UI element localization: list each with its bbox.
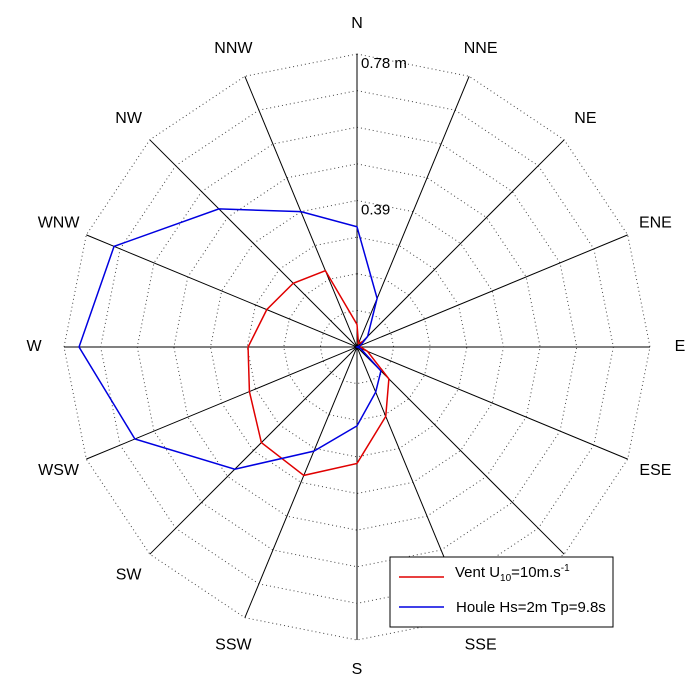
legend-label-houle: Houle Hs=2m Tp=9.8s <box>456 599 606 616</box>
direction-labels: NNNENEENEEESESESSESSSWSWWSWWWNWNWNNW <box>26 15 685 678</box>
legend-box <box>389 556 614 628</box>
direction-label-sse: SSE <box>465 637 497 654</box>
direction-label-wnw: WNW <box>38 215 81 232</box>
series-lines <box>78 208 390 477</box>
grid-ring <box>209 199 505 495</box>
grid-ring <box>173 163 541 531</box>
direction-label-nne: NNE <box>464 40 498 57</box>
series-line-1 <box>78 208 382 470</box>
legend: Vent U10=10m.s-1 Houle Hs=2m Tp=9.8s <box>389 556 614 628</box>
direction-label-nw: NW <box>115 110 143 127</box>
radial-tick-label-1: 0.39 <box>361 202 390 219</box>
direction-label-nnw: NNW <box>214 40 253 57</box>
direction-label-s: S <box>352 661 363 678</box>
legend-vent-superscript: -1 <box>561 563 570 574</box>
direction-label-ssw: SSW <box>215 637 252 654</box>
direction-label-n: N <box>351 15 363 32</box>
grid-ring <box>136 126 578 568</box>
direction-label-e: E <box>675 338 686 355</box>
legend-vent-subscript: 10 <box>500 573 512 584</box>
legend-vent-prefix: Vent U <box>455 564 500 581</box>
direction-label-wsw: WSW <box>38 462 80 479</box>
direction-label-ene: ENE <box>639 215 672 232</box>
direction-label-w: W <box>26 338 42 355</box>
legend-vent-mid: =10m.s <box>511 564 561 581</box>
legend-label-vent: Vent U10=10m.s-1 <box>455 563 570 584</box>
direction-label-ese: ESE <box>639 462 671 479</box>
radial-tick-label-0: 0.78 m <box>361 55 407 72</box>
direction-label-sw: SW <box>116 567 143 584</box>
radial-tick-labels: 0.78 m 0.39 <box>361 55 407 219</box>
grid-ring <box>63 53 651 641</box>
direction-label-ne: NE <box>574 110 596 127</box>
